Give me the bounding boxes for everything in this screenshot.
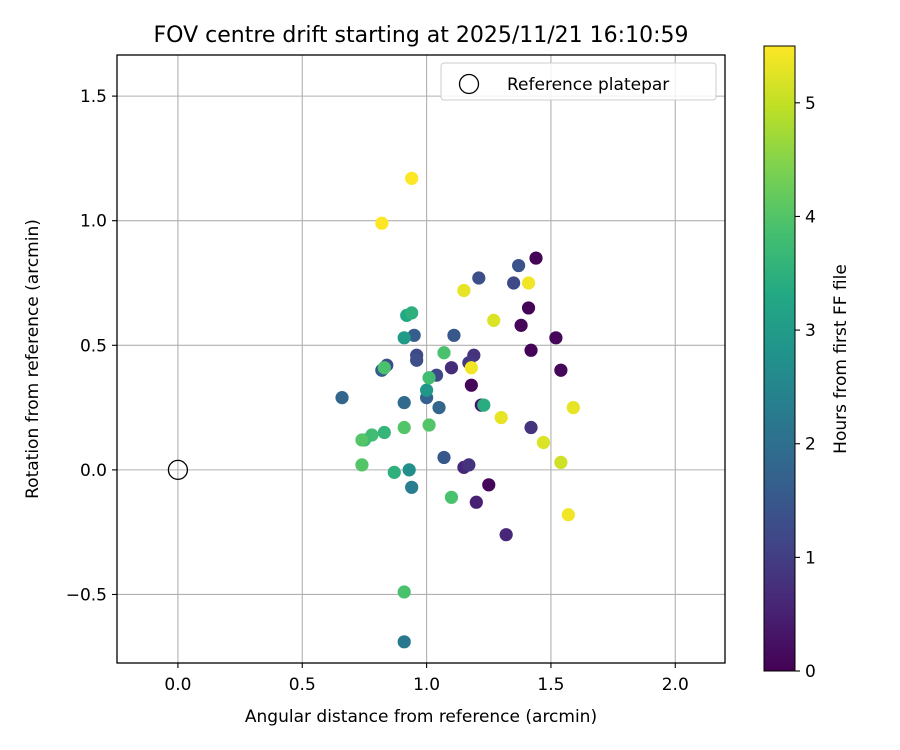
data-point: [482, 478, 496, 492]
colorbar-tick-label: 5: [805, 94, 816, 114]
data-point: [335, 391, 349, 405]
data-point: [469, 495, 483, 509]
data-point: [494, 410, 508, 425]
data-point: [444, 490, 459, 504]
data-point: [377, 425, 391, 440]
legend: Reference platepar: [440, 62, 717, 101]
colorbar-label: Hours from first FF file: [831, 264, 851, 454]
data-point: [407, 328, 421, 342]
legend-box: [440, 62, 717, 101]
data-point: [472, 271, 486, 285]
y-tick-label: −0.5: [66, 585, 107, 605]
data-point: [432, 400, 446, 415]
legend-reference-marker: [458, 73, 480, 95]
data-point: [521, 276, 536, 290]
colorbar-tick-label: 3: [805, 321, 816, 341]
data-point: [355, 433, 369, 447]
data-point: [410, 353, 424, 367]
data-point: [554, 455, 568, 470]
y-tick-label: 1.5: [80, 87, 107, 107]
data-point: [405, 480, 419, 494]
colorbar-tick-label: 2: [805, 435, 816, 455]
colorbar-gradient: [763, 45, 796, 672]
data-point: [462, 458, 476, 472]
data-point: [464, 361, 478, 375]
data-point: [444, 361, 459, 375]
colorbar-tick-label: 0: [805, 662, 816, 682]
plot-frame: [116, 54, 726, 664]
data-point: [397, 331, 411, 345]
data-point: [477, 398, 491, 412]
data-point: [447, 328, 461, 342]
chart-title: FOV centre drift starting at 2025/11/21 …: [154, 23, 689, 48]
colorbar: 0 1 2 3 4 5 Hours from first FF file: [763, 45, 851, 682]
colorbar-tick-label: 4: [805, 207, 816, 227]
data-point: [397, 635, 411, 649]
colorbar-ticks: 0 1 2 3 4 5: [795, 94, 816, 682]
x-tick-label: 0.5: [289, 675, 316, 695]
reference-platepar-marker: [167, 459, 189, 481]
data-point: [405, 171, 419, 185]
data-point: [405, 306, 419, 320]
data-point: [514, 318, 528, 332]
x-axis-label: Angular distance from reference (arcmin): [245, 707, 597, 727]
x-axis-ticks: 0.0 0.5 1.0 1.5 2.0: [164, 663, 689, 695]
reference-marker-group: [167, 459, 189, 481]
data-point: [387, 465, 401, 479]
x-tick-label: 1.0: [413, 675, 440, 695]
data-point: [524, 343, 538, 357]
data-point: [524, 420, 538, 435]
x-tick-label: 2.0: [662, 675, 689, 695]
data-point: [499, 528, 513, 542]
data-point: [397, 396, 411, 410]
data-points: [335, 171, 580, 649]
data-point: [561, 508, 575, 522]
y-axis-ticks: −0.5 0.0 0.5 1.0 1.5: [66, 87, 117, 605]
y-tick-label: 0.0: [80, 461, 107, 481]
x-tick-label: 1.5: [537, 675, 564, 695]
colorbar-tick-label: 1: [805, 548, 816, 568]
data-point: [566, 400, 580, 415]
data-point: [437, 450, 451, 465]
data-point: [422, 371, 436, 385]
data-point: [457, 283, 471, 298]
data-point: [487, 313, 501, 327]
y-tick-label: 0.5: [80, 336, 107, 356]
y-axis-label: Rotation from reference (arcmin): [23, 219, 43, 499]
data-point: [397, 585, 411, 599]
data-point: [402, 463, 416, 477]
data-point: [521, 301, 536, 315]
data-point: [554, 363, 568, 377]
y-tick-label: 1.0: [80, 212, 107, 232]
data-point: [422, 418, 436, 432]
data-point: [437, 346, 451, 360]
data-point: [377, 361, 391, 375]
data-point: [536, 435, 551, 450]
x-tick-label: 0.0: [164, 675, 191, 695]
data-point: [397, 420, 411, 435]
data-point: [549, 331, 563, 345]
data-point: [507, 276, 521, 290]
data-point: [512, 258, 526, 273]
data-point: [419, 383, 434, 397]
data-point: [464, 378, 478, 392]
legend-reference-label: Reference platepar: [507, 75, 669, 95]
data-point: [375, 216, 389, 230]
data-point: [355, 458, 369, 472]
data-point: [529, 251, 543, 265]
